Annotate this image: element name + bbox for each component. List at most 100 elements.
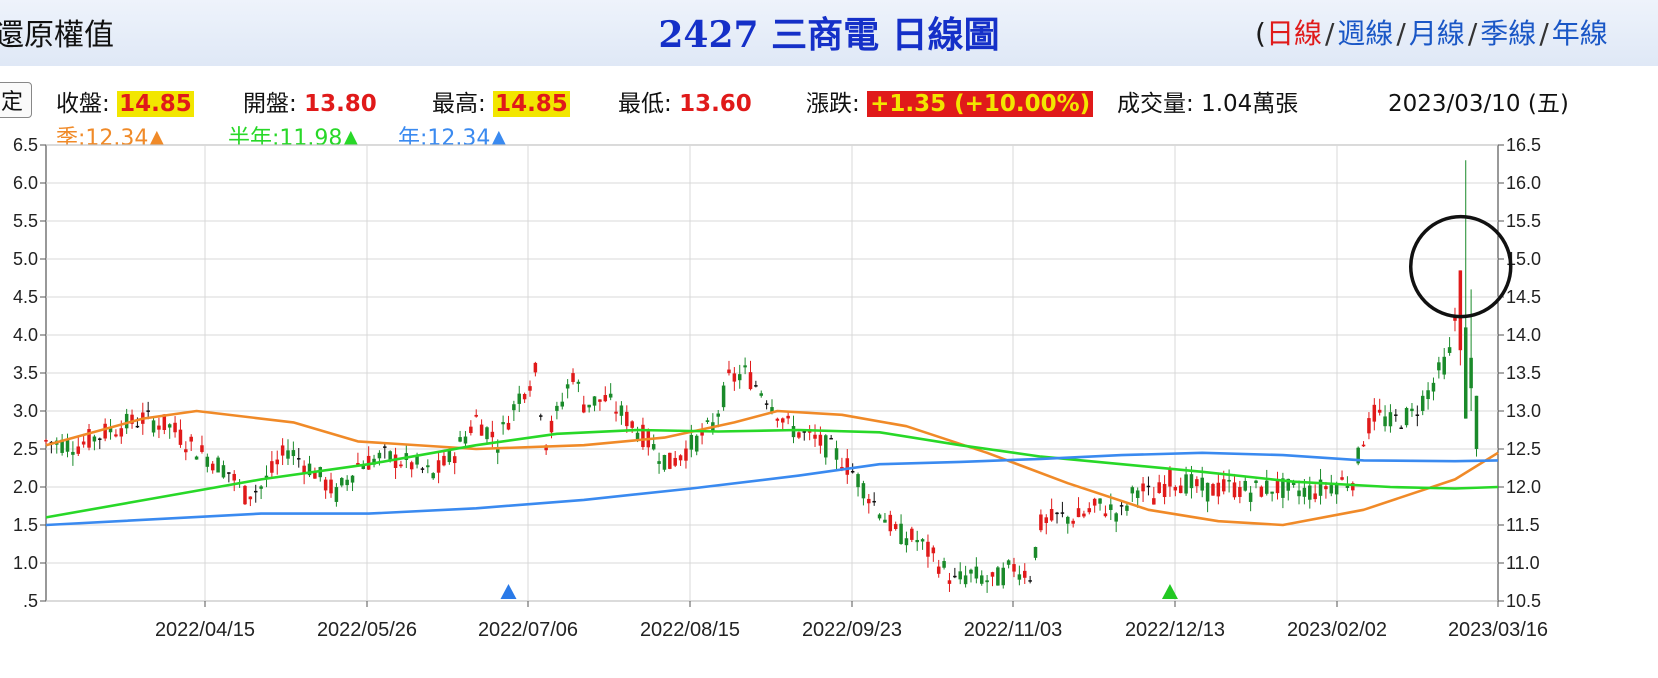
candle-body [926, 541, 930, 557]
candle-body [775, 418, 780, 421]
candle-body [1426, 390, 1430, 400]
high-value: 14.85 [493, 91, 570, 117]
candle-body [1259, 486, 1264, 497]
y-tick-label-right: 14.5 [1506, 287, 1541, 307]
y-tick-label-right: 14.0 [1506, 325, 1541, 345]
candle-body [243, 485, 247, 505]
candle-body [1431, 382, 1436, 392]
adjusted-price-label[interactable]: 還原權值 [0, 18, 114, 53]
candle-body [673, 457, 677, 466]
candle-body [861, 483, 866, 499]
candle-body [1313, 493, 1317, 500]
high-label: 最高: [432, 91, 486, 117]
candle-body [1200, 477, 1204, 491]
candle-body [189, 436, 193, 442]
candle-body [1039, 514, 1043, 531]
candle-body [361, 464, 366, 469]
candle-body [452, 456, 457, 464]
low-label: 最低: [618, 91, 672, 117]
low-price: 最低: 13.60 [618, 84, 752, 118]
period-3[interactable]: 月線 [1408, 17, 1465, 50]
candle-body [108, 427, 113, 433]
candle-body [1071, 520, 1075, 524]
period-5[interactable]: 年線 [1551, 17, 1608, 50]
candle-body [44, 440, 48, 442]
candle-body [167, 424, 172, 428]
candle-body [565, 384, 570, 389]
y-tick-label-left: 5.5 [13, 211, 38, 231]
candle-body [184, 449, 188, 453]
candle-body [501, 422, 505, 425]
y-tick-label-left: 1.0 [13, 553, 38, 573]
candle-body [388, 451, 392, 461]
candle-body [1033, 546, 1038, 558]
candle-body [625, 411, 629, 427]
candle-body [1453, 316, 1457, 321]
candle-body [1474, 395, 1479, 449]
candle-body [883, 519, 887, 523]
y-tick-label-right: 11.0 [1506, 553, 1540, 573]
candle-body [447, 449, 452, 463]
period-2[interactable]: 週線 [1337, 17, 1394, 50]
x-tick-label: 2022/07/06 [478, 619, 578, 641]
candle-body [200, 445, 204, 452]
candle-body [1291, 481, 1296, 486]
y-tick-label-right: 16.0 [1506, 173, 1541, 193]
high-price: 最高: 14.85 [432, 84, 570, 118]
y-tick-label-right: 13.0 [1506, 401, 1541, 421]
candle-body [1372, 404, 1377, 422]
candle-body [366, 455, 371, 470]
candle-body [1049, 509, 1054, 521]
period-separator: / [1396, 17, 1406, 50]
candle-body [506, 422, 511, 430]
candle-body [1238, 487, 1242, 497]
period-1[interactable]: 日線 [1265, 17, 1322, 50]
candle-body [635, 432, 640, 440]
candle-body [1302, 487, 1307, 497]
candle-body [1318, 479, 1323, 496]
candle-body [662, 454, 667, 470]
open-value: 13.80 [304, 91, 377, 117]
page-title: 2427 三商電 日線圖 [658, 14, 1000, 56]
candle-body [377, 452, 382, 459]
candle-body [1463, 327, 1468, 419]
candle-body [275, 459, 279, 465]
y-tick-label-left: 2.5 [13, 439, 38, 459]
candle-body [877, 514, 882, 519]
open-label: 開盤: [243, 91, 297, 117]
fix-button[interactable]: 定 [0, 82, 33, 118]
candle-body [700, 429, 704, 436]
candle-body [619, 405, 624, 416]
candle-body [598, 399, 602, 402]
candle-body [942, 561, 946, 568]
y-tick-label-left: 3.0 [13, 401, 38, 421]
candle-body [743, 365, 747, 368]
candle-body [1044, 517, 1049, 524]
candle-body [1275, 480, 1280, 494]
candle-body [146, 410, 150, 412]
period-4[interactable]: 季線 [1480, 17, 1537, 50]
candle-body [356, 462, 360, 466]
candle-body [1205, 482, 1210, 502]
candle-body [1442, 356, 1446, 375]
candle-body [87, 429, 91, 448]
candle-body [582, 404, 586, 413]
candle-body [1254, 480, 1258, 483]
candle-body [641, 424, 645, 448]
candle-body [340, 478, 344, 486]
candle-body [512, 404, 516, 411]
candle-body [850, 470, 855, 473]
candle-body [963, 575, 968, 585]
candle-body [270, 461, 274, 473]
candle-body [1248, 492, 1253, 502]
candle-body [549, 420, 554, 433]
candle-body [323, 479, 328, 491]
candle-body [291, 450, 296, 457]
candle-body [560, 401, 565, 407]
candle-body [436, 460, 441, 473]
candle-body [1394, 414, 1398, 416]
candle-body [958, 571, 962, 580]
low-value: 13.60 [679, 91, 752, 117]
candle-body [1227, 479, 1231, 482]
